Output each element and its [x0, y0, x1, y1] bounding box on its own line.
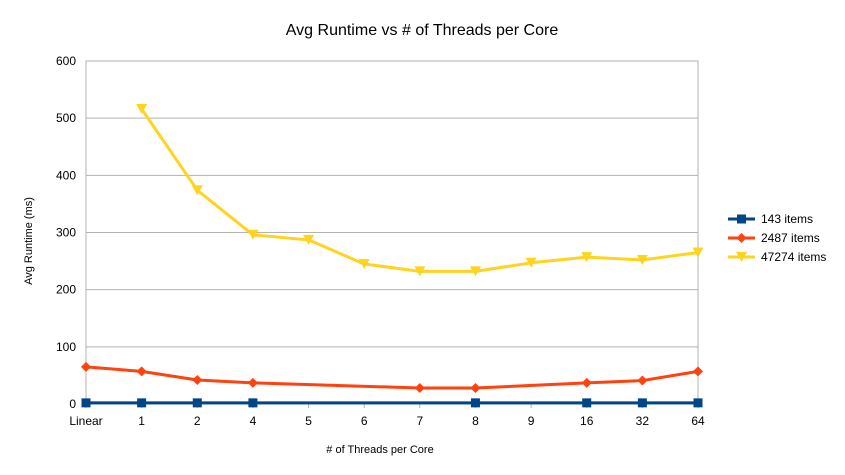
data-point	[81, 398, 91, 408]
x-tick-label: 2	[194, 414, 201, 428]
y-tick-label: 100	[56, 340, 76, 354]
series-line	[85, 365, 699, 390]
legend-swatch-marker	[736, 252, 747, 262]
data-point	[525, 257, 537, 268]
legend-swatch-marker	[736, 233, 747, 243]
data-point	[136, 366, 147, 377]
y-tick-label: 400	[56, 168, 76, 182]
data-point	[303, 234, 315, 245]
data-point	[693, 398, 703, 408]
series-line	[140, 108, 699, 273]
x-tick-label: 32	[636, 414, 650, 428]
data-point	[414, 266, 426, 277]
legend-swatch-marker	[737, 214, 746, 224]
x-axis-label: # of Threads per Core	[326, 444, 433, 456]
y-axis: 0 100 200 300 400 500 600	[56, 54, 76, 411]
data-point	[414, 382, 425, 393]
legend: 143 items 2487 items 47274 items	[728, 212, 826, 264]
x-tick-label: 1	[138, 414, 145, 428]
data-point	[581, 377, 592, 388]
x-tick-label: 6	[361, 414, 368, 428]
x-tick-label: 64	[691, 414, 705, 428]
data-point	[81, 361, 91, 372]
data-point	[191, 185, 203, 196]
data-point	[136, 104, 148, 115]
series-1	[81, 361, 703, 393]
x-tick-label: 4	[250, 414, 257, 428]
y-tick-label: 600	[56, 54, 76, 68]
series-group	[81, 104, 704, 408]
data-point	[470, 398, 480, 408]
y-tick-label: 200	[56, 283, 76, 297]
chart-title: Avg Runtime vs # of Threads per Core	[286, 22, 559, 39]
y-tick-label: 300	[56, 226, 76, 240]
x-tick-label: 16	[580, 414, 594, 428]
series-0	[81, 398, 703, 408]
x-tick-label: Linear	[69, 414, 102, 428]
x-axis: Linear 1 2 4 5 6 7 8 9 16 32 64	[69, 404, 705, 428]
data-point	[637, 375, 648, 386]
x-tick-label: 9	[528, 414, 535, 428]
legend-label: 2487 items	[761, 231, 820, 245]
data-point	[581, 252, 593, 263]
data-point	[247, 229, 259, 240]
data-point	[470, 382, 481, 393]
x-tick-label: 8	[472, 414, 479, 428]
data-point	[192, 398, 202, 408]
data-point	[637, 398, 647, 408]
x-tick-label: 5	[305, 414, 312, 428]
data-point	[248, 398, 258, 408]
y-tick-label: 0	[69, 397, 76, 411]
data-point	[137, 398, 147, 408]
data-point	[582, 398, 592, 408]
data-point	[358, 258, 370, 269]
data-point	[636, 254, 648, 265]
x-tick-label: 7	[416, 414, 423, 428]
data-point	[469, 266, 481, 277]
y-axis-label: Avg Runtime (ms)	[23, 197, 35, 285]
gridlines	[86, 60, 698, 405]
y-tick-label: 500	[56, 111, 76, 125]
data-point	[192, 374, 203, 385]
data-point	[692, 247, 704, 258]
legend-label: 143 items	[761, 212, 813, 226]
legend-label: 47274 items	[761, 250, 826, 264]
data-point	[247, 377, 258, 388]
series-2	[136, 104, 704, 277]
data-point	[693, 366, 703, 377]
